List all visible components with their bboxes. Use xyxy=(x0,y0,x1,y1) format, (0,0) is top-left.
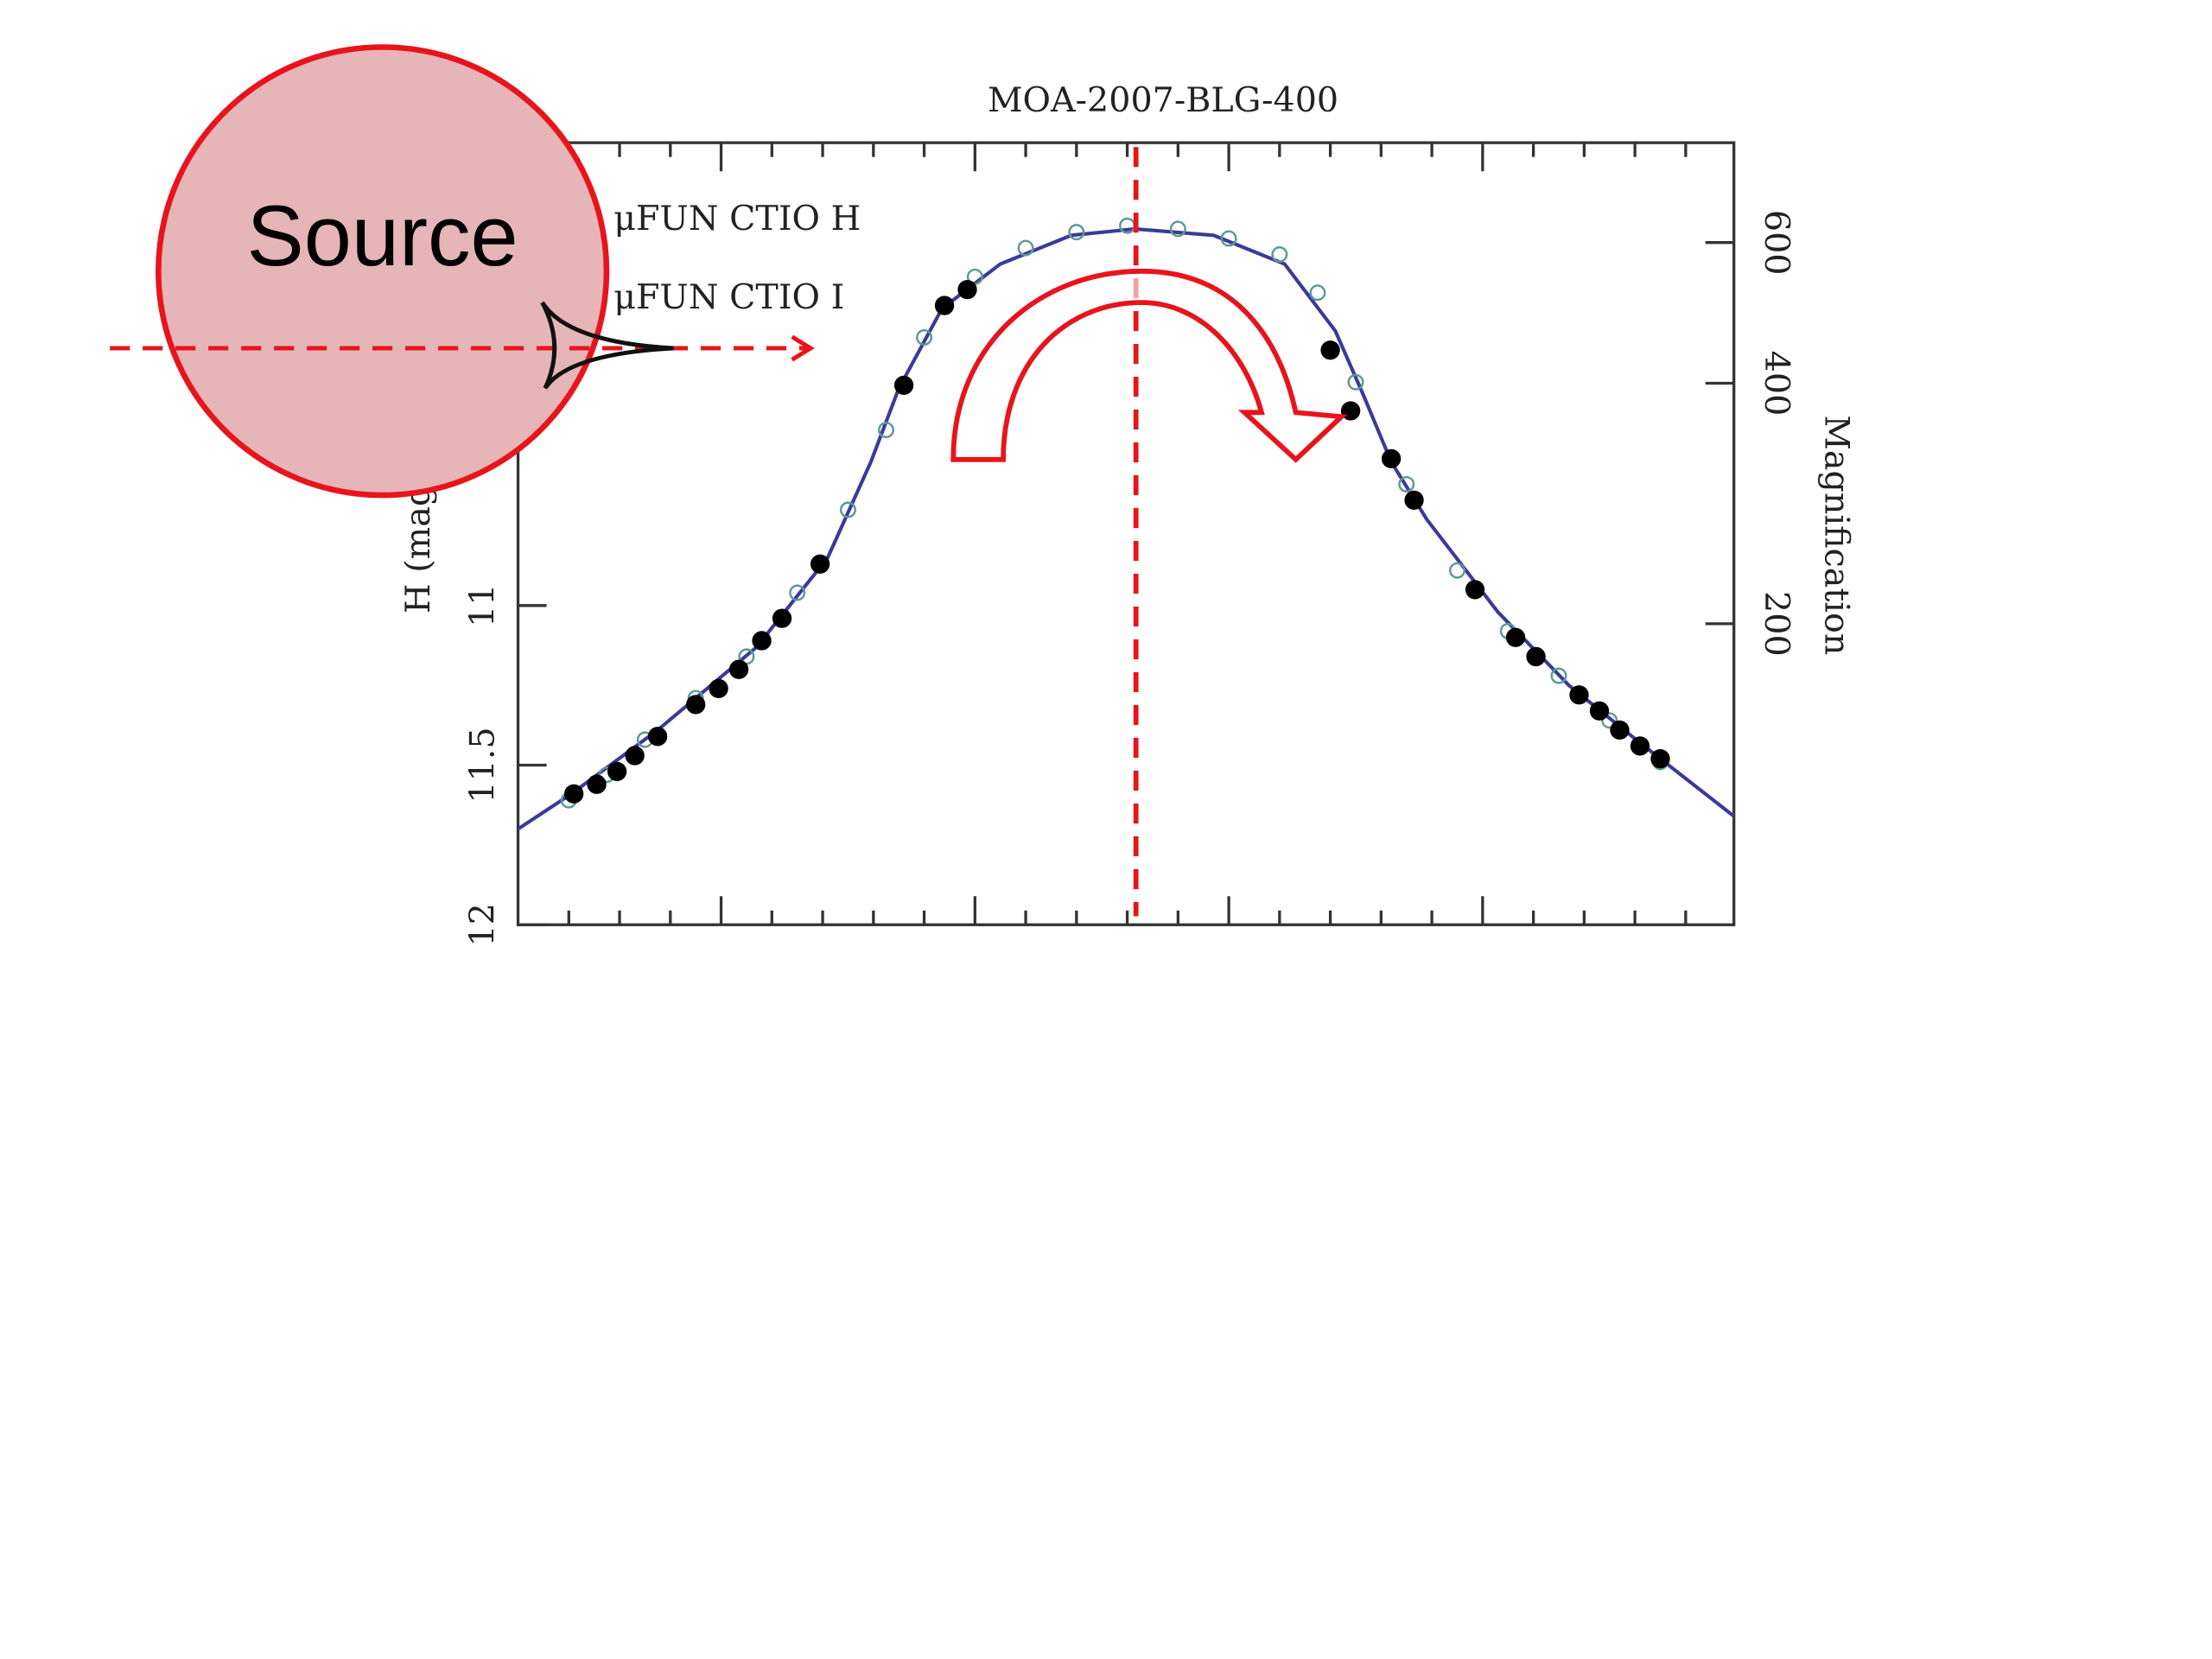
data-point xyxy=(1347,373,1364,391)
data-point xyxy=(893,375,914,396)
data-point xyxy=(810,554,830,574)
y2-tick-label: 400 xyxy=(1757,351,1796,416)
data-point xyxy=(1068,224,1085,241)
data-point xyxy=(1309,284,1326,302)
data-point xyxy=(1526,646,1546,667)
data-point xyxy=(772,608,792,628)
data-point xyxy=(1404,490,1424,511)
data-point xyxy=(1601,712,1618,729)
data-point xyxy=(1630,736,1650,756)
trajectory-head xyxy=(791,334,815,362)
data-point xyxy=(1169,220,1186,238)
data-point xyxy=(587,774,607,794)
data-point xyxy=(1398,475,1415,493)
source-label: Source xyxy=(247,188,518,283)
data-point xyxy=(1610,720,1630,741)
data-point xyxy=(1449,562,1465,579)
curved-arrow xyxy=(950,268,1348,463)
data-point xyxy=(1569,685,1589,705)
data-point xyxy=(1505,627,1526,647)
data-point xyxy=(1271,245,1288,263)
y2-tick-label: 200 xyxy=(1757,591,1796,657)
chart-title: MOA-2007-BLG-400 xyxy=(988,80,1338,120)
y-tick-label: 12 xyxy=(463,903,503,946)
legend-entry: μFUN CTIO H xyxy=(613,199,861,238)
source-disc xyxy=(156,44,610,499)
overlay: Source xyxy=(110,44,1348,917)
data-point xyxy=(789,584,806,601)
data-point xyxy=(686,695,706,715)
y2-tick-label: 600 xyxy=(1757,210,1796,276)
data-point xyxy=(625,746,645,766)
data-point xyxy=(1381,448,1402,469)
plot: MOA-2007-BLG-400 H (mag) Magnification 1… xyxy=(398,80,1856,947)
data-point xyxy=(607,761,627,782)
data-point xyxy=(1650,748,1670,769)
data-point xyxy=(957,279,977,300)
data-point xyxy=(934,296,955,315)
data-point xyxy=(1465,580,1485,600)
caustic xyxy=(540,301,674,390)
y-tick-label: 11.5 xyxy=(463,727,503,803)
data-point xyxy=(1017,239,1034,257)
data-point xyxy=(916,329,933,346)
data-point xyxy=(878,422,895,439)
data-point xyxy=(647,727,668,747)
y2-axis-label: Magnification xyxy=(1816,415,1856,655)
data-point xyxy=(1320,340,1340,360)
data-point xyxy=(564,784,584,804)
data-point xyxy=(839,501,856,518)
data-point xyxy=(728,659,749,679)
data-point xyxy=(1220,230,1237,247)
legend-entry: μFUN CTIO I xyxy=(613,277,844,317)
data-point xyxy=(1589,701,1610,721)
data-point xyxy=(752,631,772,651)
y-tick-label: 11 xyxy=(463,584,503,627)
data-point xyxy=(1550,667,1567,684)
data-point xyxy=(709,678,728,699)
